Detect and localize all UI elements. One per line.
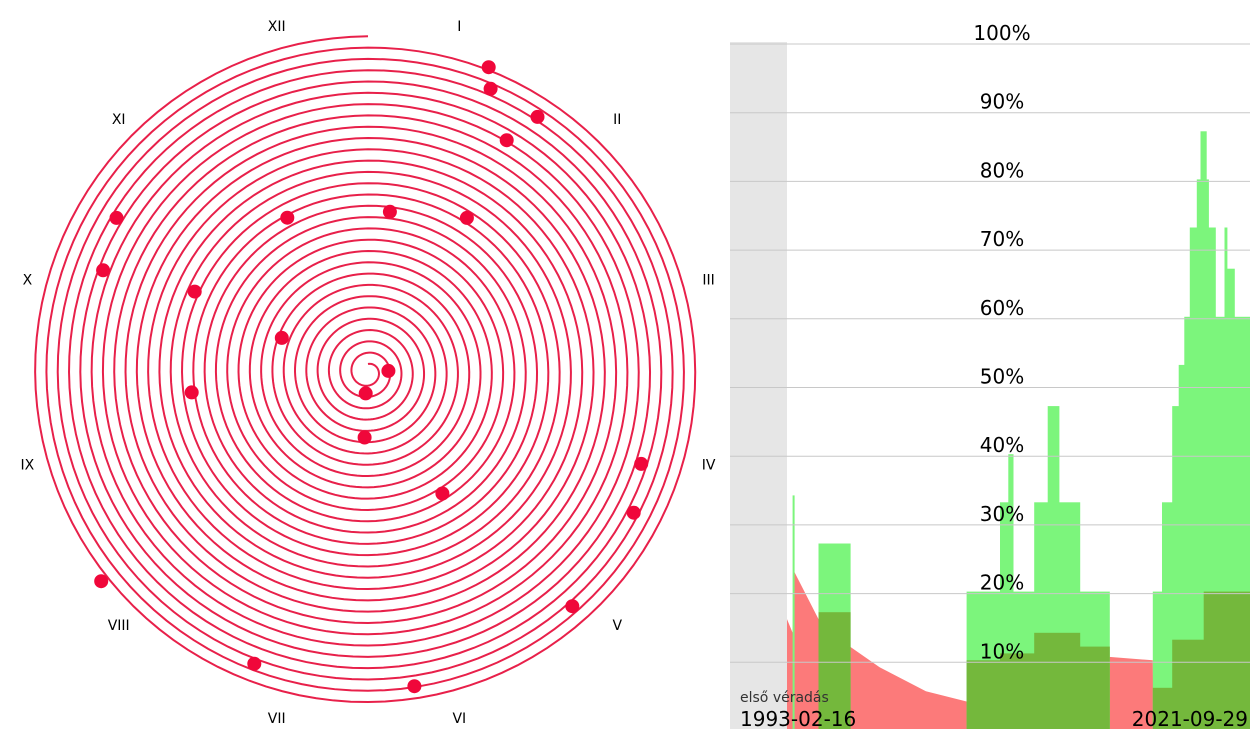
event-dot <box>96 263 111 278</box>
y-tick-label: 80% <box>980 158 1024 182</box>
y-tick-label: 60% <box>980 296 1024 320</box>
event-dot <box>381 363 396 378</box>
salmon-area <box>787 571 1250 729</box>
event-dot <box>358 386 373 401</box>
event-dot <box>459 210 474 225</box>
month-label: IV <box>702 458 716 474</box>
event-dot <box>109 210 124 225</box>
event-dot <box>382 204 397 219</box>
gridlines <box>730 43 1250 663</box>
y-tick-label: 10% <box>980 639 1024 663</box>
green-bar <box>1178 364 1185 729</box>
event-dot <box>634 456 649 471</box>
green-bar <box>1224 227 1228 729</box>
y-tick-label: 50% <box>980 365 1024 389</box>
month-label: VIII <box>108 618 130 634</box>
event-dot <box>483 81 498 96</box>
green-bar <box>1172 406 1180 729</box>
month-label: VII <box>268 711 286 727</box>
event-dot <box>357 430 372 445</box>
green-bar <box>1008 454 1014 729</box>
event-dot <box>481 60 496 75</box>
month-label: II <box>613 112 621 128</box>
olive-bar <box>1034 632 1081 729</box>
y-tick-label: 70% <box>980 227 1024 251</box>
green-bar <box>1000 502 1009 729</box>
y-tick-label: 90% <box>980 90 1024 114</box>
olive-bar <box>818 612 851 729</box>
olive-bars <box>818 591 1250 729</box>
month-label: III <box>702 272 714 288</box>
green-bar <box>1047 406 1060 729</box>
percentage-chart: 10% 20% 30% 40% 50% 60% 70% 80% 90% 100% első vér… <box>730 21 1250 729</box>
olive-bar <box>1152 687 1173 729</box>
event-dot <box>435 486 450 501</box>
olive-bar <box>1000 653 1035 729</box>
olive-bar <box>1172 639 1205 729</box>
event-dot <box>565 599 580 614</box>
green-bar <box>1200 131 1207 729</box>
olive-bar <box>966 660 1001 729</box>
y-tick-labels: 10% 20% 30% 40% 50% 60% 70% 80% 90% 100% <box>973 21 1030 663</box>
green-bar <box>1189 227 1198 729</box>
green-bar <box>1215 316 1226 729</box>
green-bar <box>1226 268 1235 729</box>
month-label: X <box>23 272 33 288</box>
event-dot <box>626 505 641 520</box>
event-dot <box>530 109 545 124</box>
event-dot <box>499 133 514 148</box>
green-bar <box>1206 179 1209 729</box>
event-dot <box>94 574 109 589</box>
green-bar <box>1162 502 1173 729</box>
month-label: I <box>457 19 461 35</box>
green-bar <box>1208 227 1216 729</box>
event-dots <box>94 60 649 694</box>
first-donation-label: első véradás <box>740 690 829 706</box>
spiral-line <box>34 35 697 704</box>
olive-bar <box>1203 591 1250 729</box>
month-label: XI <box>112 112 126 128</box>
month-label: IX <box>21 458 35 474</box>
salmon-area-shape <box>787 571 1250 729</box>
y-tick-label: 100% <box>973 21 1030 45</box>
event-dot <box>280 210 295 225</box>
event-dot <box>274 330 289 345</box>
green-bar <box>792 495 795 729</box>
pre-history-band <box>730 42 787 729</box>
event-dot <box>187 284 202 299</box>
y-tick-label: 20% <box>980 571 1024 595</box>
month-label: VI <box>452 711 466 727</box>
event-dot <box>184 385 199 400</box>
y-tick-label: 30% <box>980 502 1024 526</box>
event-dot <box>407 679 422 694</box>
month-label: V <box>613 618 623 634</box>
green-bar <box>1196 179 1202 729</box>
y-tick-label: 40% <box>980 433 1024 457</box>
green-bar <box>1152 591 1163 729</box>
month-label: XII <box>268 19 286 35</box>
event-dot <box>247 656 262 671</box>
olive-bar <box>1079 646 1110 729</box>
start-date-label: 1993-02-16 <box>740 707 856 729</box>
green-bar <box>1184 316 1191 729</box>
end-date-label: 2021-09-29 <box>1132 707 1248 729</box>
